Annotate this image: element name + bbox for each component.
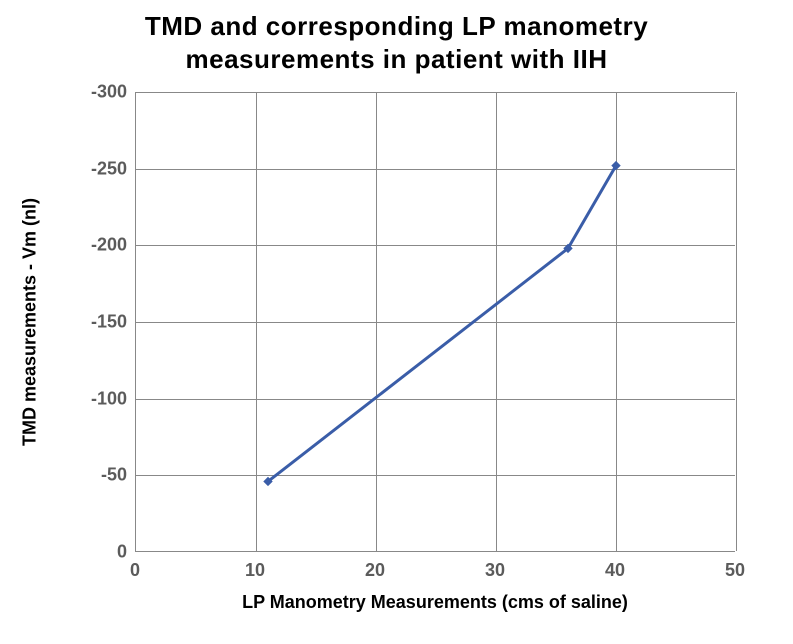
x-tick-label: 0 bbox=[130, 560, 140, 581]
plot-area bbox=[135, 92, 735, 552]
x-tick-label: 50 bbox=[725, 560, 745, 581]
x-tick-label: 40 bbox=[605, 560, 625, 581]
x-tick-label: 30 bbox=[485, 560, 505, 581]
y-tick-label: -50 bbox=[67, 465, 127, 486]
y-axis-label: TMD measurements - Vm (nl) bbox=[20, 198, 41, 446]
title-line-2: measurements in patient with IIH bbox=[186, 44, 608, 74]
chart-svg bbox=[136, 92, 736, 552]
x-tick-label: 20 bbox=[365, 560, 385, 581]
title-line-1: TMD and corresponding LP manometry bbox=[145, 11, 648, 41]
y-tick-label: -300 bbox=[67, 82, 127, 103]
y-tick-label: -250 bbox=[67, 158, 127, 179]
x-axis-label: LP Manometry Measurements (cms of saline… bbox=[135, 592, 735, 613]
x-tick-label: 10 bbox=[245, 560, 265, 581]
y-tick-label: -200 bbox=[67, 235, 127, 256]
data-line bbox=[268, 166, 616, 482]
y-tick-label: -150 bbox=[67, 312, 127, 333]
y-tick-label: 0 bbox=[67, 542, 127, 563]
y-tick-label: -100 bbox=[67, 388, 127, 409]
gridline-v bbox=[736, 92, 737, 551]
chart-title: TMD and corresponding LP manometry measu… bbox=[0, 10, 793, 75]
